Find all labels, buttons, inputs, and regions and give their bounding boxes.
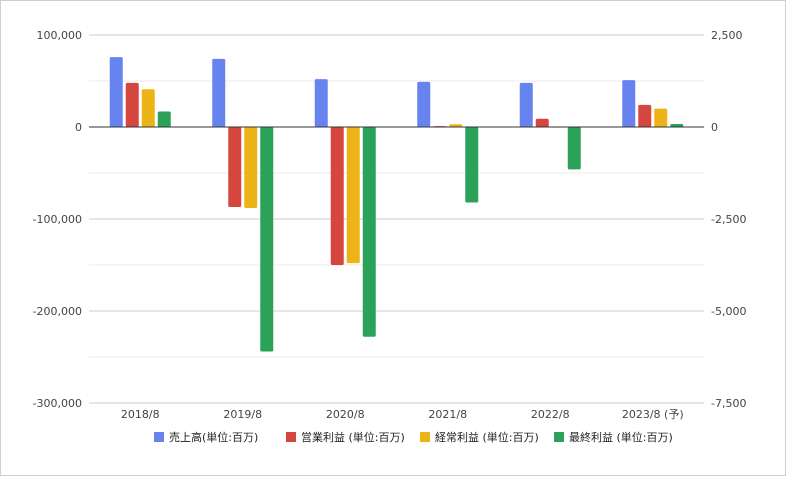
legend-swatch [286, 432, 296, 442]
bar [125, 82, 139, 127]
category-label: 2019/8 [223, 408, 262, 421]
category-labels: 2018/8 2019/8 2020/8 2021/8 2022/8 2023/8 (予) [121, 408, 684, 421]
left-tick-label: -200,000 [33, 305, 82, 318]
bar [670, 124, 684, 127]
bars [109, 57, 684, 352]
bar [622, 80, 636, 127]
bar [465, 127, 479, 203]
right-tick-label: -2,500 [711, 213, 746, 226]
legend-label: 経常利益 (単位:百万) [435, 430, 539, 444]
right-tick-label: 2,500 [711, 29, 743, 42]
bar [638, 104, 652, 127]
bar [260, 127, 274, 352]
category-label: 2018/8 [121, 408, 160, 421]
legend-label: 売上高(単位:百万) [169, 430, 258, 444]
bar [654, 108, 668, 127]
bar [314, 79, 328, 127]
bar [109, 57, 123, 127]
bar [535, 118, 549, 127]
legend-swatch [154, 432, 164, 442]
legend-label: 営業利益 (単位:百万) [301, 430, 405, 444]
bar [567, 127, 581, 170]
legend: 売上高(単位:百万) 営業利益 (単位:百万) 経常利益 (単位:百万) 最終利益 (… [154, 430, 673, 444]
bar [362, 127, 376, 337]
bar [228, 127, 242, 208]
left-tick-label: 100,000 [37, 29, 83, 42]
category-label: 2021/8 [428, 408, 467, 421]
bar [212, 58, 226, 127]
bar [141, 89, 155, 127]
bar [330, 127, 344, 265]
left-tick-label: -300,000 [33, 397, 82, 410]
bar [244, 127, 258, 208]
bar [346, 127, 360, 264]
gridlines [89, 34, 704, 404]
legend-swatch [420, 432, 430, 442]
bar [157, 111, 171, 127]
legend-swatch [554, 432, 564, 442]
right-tick-label: -7,500 [711, 397, 746, 410]
bar [417, 81, 431, 127]
left-tick-label: -100,000 [33, 213, 82, 226]
category-label: 2022/8 [531, 408, 570, 421]
legend-label: 最終利益 (単位:百万) [569, 430, 673, 444]
left-axis-ticks: 100,000 0 -100,000 -200,000 -300,000 [33, 29, 82, 410]
right-tick-label: -5,000 [711, 305, 746, 318]
bar [449, 124, 463, 127]
left-tick-label: 0 [75, 121, 82, 134]
category-label: 2020/8 [326, 408, 365, 421]
bar [519, 82, 533, 127]
category-label: 2023/8 (予) [622, 408, 684, 421]
right-tick-label: 0 [711, 121, 718, 134]
right-axis-ticks: 2,500 0 -2,500 -5,000 -7,500 [711, 29, 746, 410]
